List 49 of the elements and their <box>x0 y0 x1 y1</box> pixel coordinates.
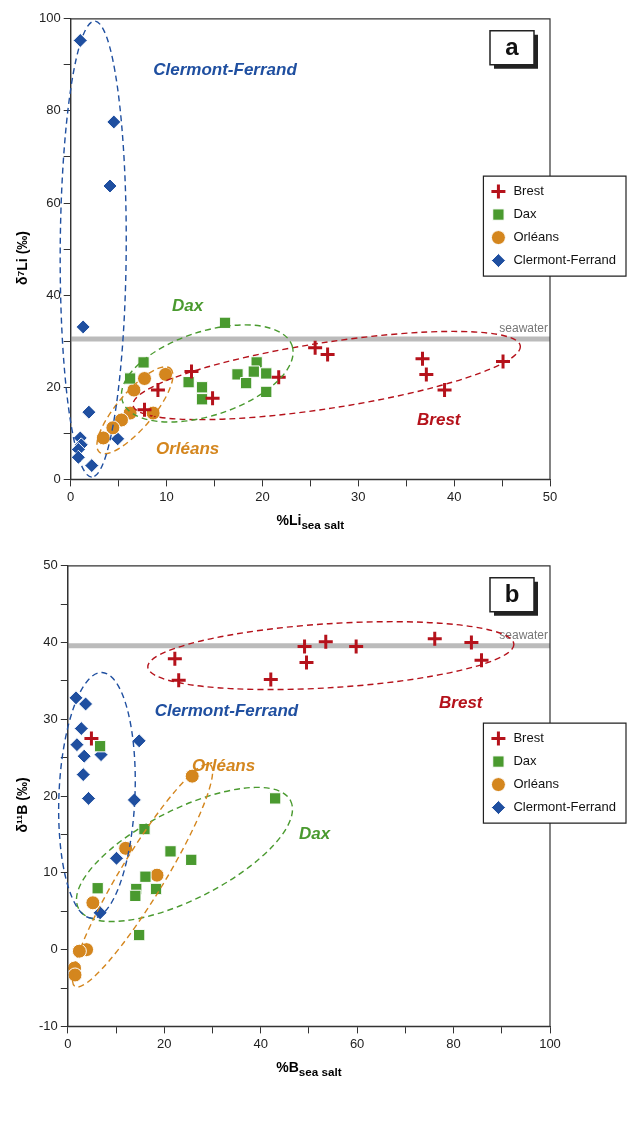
x-tick-label: 30 <box>351 488 366 504</box>
y-tick-label: 100 <box>38 10 61 26</box>
y-tick-label: -10 <box>38 1017 58 1033</box>
y-tick-label: 20 <box>43 787 58 803</box>
x-tick-label: 60 <box>349 1035 365 1051</box>
x-tick-label: 40 <box>446 488 462 504</box>
x-tick-label: 10 <box>159 488 174 504</box>
legend-label: Dax <box>513 206 538 222</box>
y-tick-label: 0 <box>53 470 61 486</box>
y-tick-label: 10 <box>43 864 58 880</box>
x-tick-label: 0 <box>64 1035 72 1051</box>
legend-label: Orléans <box>513 775 560 791</box>
annotation: Orléans <box>191 755 256 775</box>
y-tick-label: 80 <box>46 102 61 118</box>
x-axis-title: %Li$_{sea salt}$ <box>275 512 346 531</box>
x-tick-label: 100 <box>539 1035 561 1051</box>
y-tick-label: 0 <box>50 941 58 957</box>
annotation: Dax <box>299 823 332 843</box>
x-tick-label: 20 <box>255 488 270 504</box>
annotation: a <box>505 33 520 61</box>
annotation: Clermont-Ferrand <box>154 701 299 721</box>
legend-label: Brest <box>513 183 545 199</box>
ref-line-label: seawater <box>499 321 548 336</box>
legend-label: Clermont-Ferrand <box>513 252 617 268</box>
y-axis-title: δ⁷Li (‰) <box>14 231 30 285</box>
annotation: Brest <box>439 692 484 712</box>
x-tick-label: 80 <box>446 1035 461 1051</box>
legend-label: Orléans <box>513 229 560 245</box>
y-tick-label: 30 <box>43 710 58 726</box>
annotation: b <box>504 580 520 608</box>
legend-label: Dax <box>513 752 538 768</box>
x-tick-label: 40 <box>253 1035 268 1051</box>
x-tick-label: 0 <box>67 488 75 504</box>
x-axis-title: %B$_{sea salt}$ <box>275 1058 343 1078</box>
y-tick-label: 20 <box>46 378 61 394</box>
ref-line-label: seawater <box>499 627 548 642</box>
legend-label: Brest <box>513 729 545 745</box>
x-tick-label: 50 <box>542 488 558 504</box>
y-tick-label: 40 <box>43 633 58 649</box>
annotation: Dax <box>172 295 205 315</box>
annotation: Clermont-Ferrand <box>153 60 298 80</box>
y-axis-title: δ¹¹B (‰) <box>14 777 30 833</box>
y-tick-label: 50 <box>43 557 58 573</box>
legend-label: Clermont-Ferrand <box>513 798 617 814</box>
annotation: Orléans <box>155 439 220 459</box>
y-tick-label: 60 <box>46 194 61 210</box>
y-tick-label: 40 <box>46 286 61 302</box>
annotation: Brest <box>417 409 462 429</box>
x-tick-label: 20 <box>157 1035 172 1051</box>
